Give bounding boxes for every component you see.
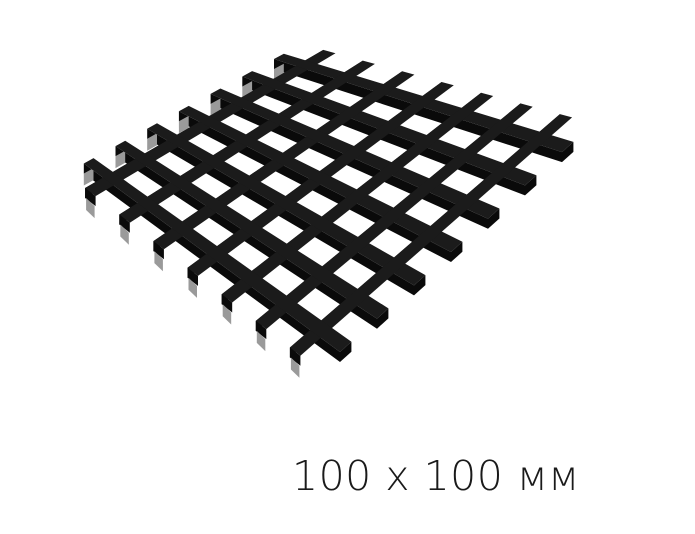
- grid-hanger-clip: [222, 304, 232, 325]
- grid-hanger-clip: [120, 224, 129, 245]
- grid-bar-side: [451, 241, 463, 262]
- grid-hanger-clip: [83, 168, 94, 186]
- grid-hanger-clip: [290, 357, 300, 378]
- grid-bar-side: [525, 175, 537, 196]
- cell-size-caption: 100 x 100 мм: [292, 452, 580, 500]
- grid-hanger-clip: [86, 198, 95, 219]
- grid-hanger-clip: [154, 251, 163, 272]
- grid-bar-side: [562, 141, 574, 163]
- grid-top-faces: [83, 49, 574, 356]
- grid-bar-side: [414, 275, 426, 296]
- grid-hanger-clip: [147, 133, 157, 151]
- grid-hanger-clip: [178, 115, 189, 134]
- grid-bar-side: [340, 341, 352, 362]
- grid-hanger-clip: [115, 150, 126, 169]
- grid-bar-top: [289, 114, 573, 356]
- grid-hanger-clip: [256, 330, 266, 352]
- grid-bar-side: [488, 208, 500, 229]
- grid-bar-side: [377, 308, 389, 329]
- grid-bar-top: [115, 140, 389, 319]
- grid-bar-top: [83, 158, 352, 352]
- grid-hanger-clip: [188, 277, 197, 298]
